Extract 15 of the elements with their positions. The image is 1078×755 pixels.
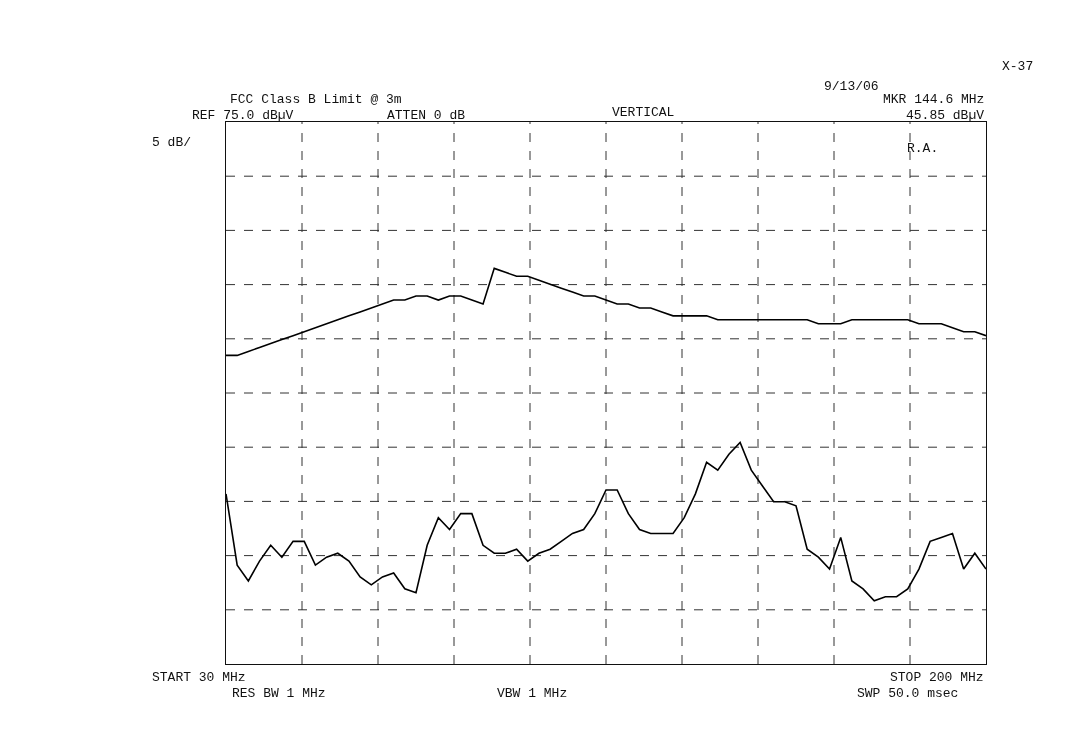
text: RES BW 1 MHz [232, 686, 326, 701]
text: STOP 200 MHz [890, 670, 984, 685]
text: FCC Class B Limit @ 3m [230, 92, 402, 107]
text: REF 75.0 dBµV [192, 108, 294, 123]
text: X-37 [1002, 59, 1034, 74]
text: 45.85 dBµV [906, 108, 985, 123]
text: 9/13/06 [824, 79, 879, 94]
text: R.A. [907, 141, 939, 156]
text: START 30 MHz [152, 670, 246, 685]
text: VERTICAL [612, 105, 675, 120]
text: ATTEN 0 dB [387, 108, 466, 123]
text: VBW 1 MHz [497, 686, 568, 701]
text: SWP 50.0 msec [857, 686, 959, 701]
text: MKR 144.6 MHz [883, 92, 985, 107]
text: 5 dB/ [152, 135, 192, 150]
